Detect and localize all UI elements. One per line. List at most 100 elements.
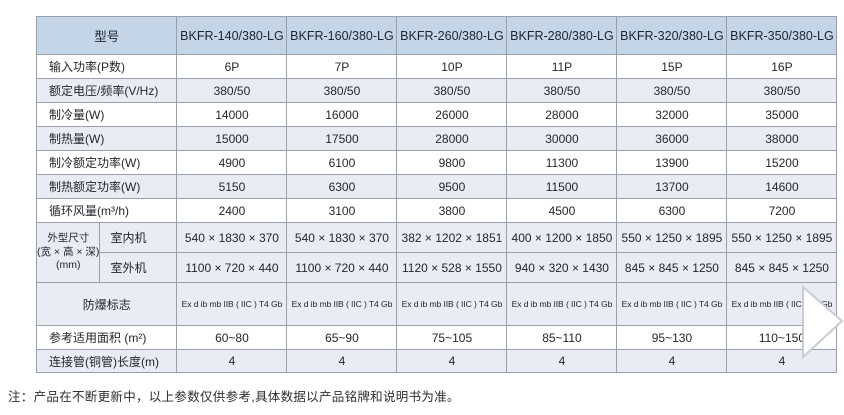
cell: 4 — [286, 349, 398, 373]
cell: 1120 × 528 × 1550 — [396, 252, 508, 283]
cell: 1100 × 720 × 440 — [176, 252, 288, 283]
table-row-heating-rated-power: 制热额定功率(W) 5150 6300 9500 11500 13700 146… — [35, 174, 838, 199]
outdoor-unit-label: 室外机 — [99, 252, 178, 283]
cell: 28000 — [396, 126, 508, 151]
cell: 10P — [396, 54, 508, 79]
cell: 4 — [726, 349, 838, 373]
column-header-model-2: BKFR-160/380-LG — [286, 16, 398, 55]
cell: 4 — [506, 349, 618, 373]
cell: 4500 — [506, 198, 618, 223]
cell: 15000 — [176, 126, 288, 151]
cell: 6300 — [286, 174, 398, 199]
row-label: 制冷量(W) — [35, 102, 178, 127]
header-row: 型号 BKFR-140/380-LG BKFR-160/380-LG BKFR-… — [35, 16, 838, 55]
cell: 60~80 — [176, 325, 288, 350]
spec-table-container: 型号 BKFR-140/380-LG BKFR-160/380-LG BKFR-… — [35, 16, 838, 373]
cell: 95~130 — [616, 325, 728, 350]
row-label: 输入功率(P数) — [35, 54, 178, 79]
table-row-pipe-length: 连接管(铜管)长度(m) 4 4 4 4 4 4 — [35, 349, 838, 373]
cell: 380/50 — [506, 78, 618, 103]
row-label: 制热量(W) — [35, 126, 178, 151]
cell: 4900 — [176, 150, 288, 175]
cell: 26000 — [396, 102, 508, 127]
cell: 550 × 1250 × 1895 — [616, 222, 728, 253]
column-header-model-1: BKFR-140/380-LG — [176, 16, 288, 55]
cell: 11500 — [506, 174, 618, 199]
cell: 17500 — [286, 126, 398, 151]
table-row-dimensions-indoor: 外型尺寸 (宽 × 高 × 深) (mm) 室内机 540 × 1830 × 3… — [35, 222, 838, 283]
cell: 28000 — [506, 102, 618, 127]
column-header-model-5: BKFR-320/380-LG — [616, 16, 728, 55]
row-label: 循环风量(m³/h) — [35, 198, 178, 223]
cell: 400 × 1200 × 1850 — [506, 222, 618, 253]
cell: Ex d ib mb IIB ( IIC ) T4 Gb — [616, 282, 728, 326]
row-label: 制热额定功率(W) — [35, 174, 178, 199]
cell: Ex d ib mb IIB ( IIC ) T4 Gb — [286, 282, 398, 326]
cell: 36000 — [616, 126, 728, 151]
cell: 85~110 — [506, 325, 618, 350]
cell: Ex d ib mb IIB ( IIC ) T4 Gb — [176, 282, 288, 326]
cell: 380/50 — [616, 78, 728, 103]
cell: 845 × 845 × 1250 — [726, 252, 838, 283]
cell: 550 × 1250 × 1895 — [726, 222, 838, 253]
cell: 75~105 — [396, 325, 508, 350]
cell: 9800 — [396, 150, 508, 175]
table-row-cooling-rated-power: 制冷额定功率(W) 4900 6100 9800 11300 13900 152… — [35, 150, 838, 175]
cell: 382 × 1202 × 1851 — [396, 222, 508, 253]
cell: 15200 — [726, 150, 838, 175]
model-column-header: 型号 — [35, 16, 178, 55]
dimensions-label-line2: (宽 × 高 × 深) — [37, 245, 100, 258]
cell: 7P — [286, 54, 398, 79]
cell: 6300 — [616, 198, 728, 223]
cell: 380/50 — [396, 78, 508, 103]
table-row-voltage: 额定电压/频率(V/Hz) 380/50 380/50 380/50 380/5… — [35, 78, 838, 103]
cell: 30000 — [506, 126, 618, 151]
cell: Ex d ib mb IIB ( IIC ) T4 Gb — [506, 282, 618, 326]
cell: 4 — [176, 349, 288, 373]
cell: 11P — [506, 54, 618, 79]
row-label: 额定电压/频率(V/Hz) — [35, 78, 178, 103]
cell: 13900 — [616, 150, 728, 175]
product-spec-table: 型号 BKFR-140/380-LG BKFR-160/380-LG BKFR-… — [35, 16, 838, 373]
table-row-dimensions-outdoor: 室外机 1100 × 720 × 440 1100 × 720 × 440 11… — [37, 252, 838, 283]
cell: 380/50 — [286, 78, 398, 103]
cell: 15P — [616, 54, 728, 79]
cell: 380/50 — [726, 78, 838, 103]
row-label: 制冷额定功率(W) — [35, 150, 178, 175]
dimensions-label-line1: 外型尺寸 — [47, 232, 90, 245]
cell: 3800 — [396, 198, 508, 223]
cell: 2400 — [176, 198, 288, 223]
cell: 38000 — [726, 126, 838, 151]
cell: 9500 — [396, 174, 508, 199]
cell: 540 × 1830 × 370 — [176, 222, 288, 253]
cell: 540 × 1830 × 370 — [286, 222, 398, 253]
table-row-air-circulation: 循环风量(m³/h) 2400 3100 3800 4500 6300 7200 — [35, 198, 838, 223]
table-row-cooling-capacity: 制冷量(W) 14000 16000 26000 28000 32000 350… — [35, 102, 838, 127]
column-header-model-6: BKFR-350/380-LG — [726, 16, 838, 55]
column-header-model-4: BKFR-280/380-LG — [506, 16, 618, 55]
cell: 14000 — [176, 102, 288, 127]
cell: 1100 × 720 × 440 — [286, 252, 398, 283]
cell: 14600 — [726, 174, 838, 199]
cell: 6P — [176, 54, 288, 79]
cell: 940 × 320 × 1430 — [506, 252, 618, 283]
table-row-heating-capacity: 制热量(W) 15000 17500 28000 30000 36000 380… — [35, 126, 838, 151]
cell: 4 — [396, 349, 508, 373]
table-row-explosion-proof-mark: 防爆标志 Ex d ib mb IIB ( IIC ) T4 Gb Ex d i… — [35, 282, 838, 326]
cell: 13700 — [616, 174, 728, 199]
cell: 7200 — [726, 198, 838, 223]
cell: 4 — [616, 349, 728, 373]
table-row-applicable-area: 参考适用面积 (m²) 60~80 65~90 75~105 85~110 95… — [35, 325, 838, 350]
row-label: 连接管(铜管)长度(m) — [35, 349, 178, 373]
cell: 16000 — [286, 102, 398, 127]
cell: 65~90 — [286, 325, 398, 350]
cell: 35000 — [726, 102, 838, 127]
cell: Ex d ib mb IIB ( IIC ) T4 Gb — [396, 282, 508, 326]
row-label: 防爆标志 — [35, 282, 178, 326]
cell: 11300 — [506, 150, 618, 175]
cell: 16P — [726, 54, 838, 79]
column-header-model-3: BKFR-260/380-LG — [396, 16, 508, 55]
footnote: 注：产品在不断更新中，以上参数仅供参考,具体数据以产品铭牌和说明书为准。 — [8, 390, 460, 404]
cell: 845 × 845 × 1250 — [616, 252, 728, 283]
dimensions-label-line3: (mm) — [55, 259, 81, 272]
